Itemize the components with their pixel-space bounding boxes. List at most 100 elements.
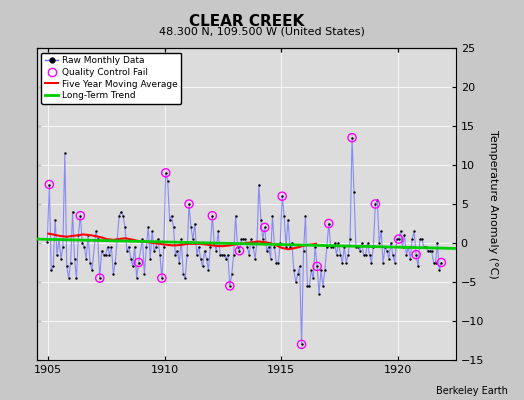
- Point: [387, 240, 395, 246]
- Point: [233, 244, 242, 250]
- Point: [74, 232, 83, 238]
- Point: [105, 252, 114, 258]
- Point: [191, 220, 199, 227]
- Point: [428, 248, 436, 254]
- Point: [257, 216, 265, 223]
- Point: [100, 252, 108, 258]
- Legend: Raw Monthly Data, Quality Control Fail, Five Year Moving Average, Long-Term Tren: Raw Monthly Data, Quality Control Fail, …: [41, 52, 181, 104]
- Point: [371, 201, 379, 207]
- Point: [230, 252, 238, 258]
- Point: [239, 236, 247, 242]
- Point: [69, 209, 77, 215]
- Point: [365, 252, 374, 258]
- Point: [222, 255, 230, 262]
- Point: [362, 252, 370, 258]
- Point: [243, 244, 252, 250]
- Point: [412, 252, 420, 258]
- Point: [210, 240, 219, 246]
- Point: [317, 267, 325, 274]
- Point: [95, 275, 104, 281]
- Point: [226, 283, 234, 289]
- Point: [212, 248, 221, 254]
- Point: [47, 267, 56, 274]
- Point: [160, 244, 168, 250]
- Point: [84, 232, 92, 238]
- Point: [88, 267, 96, 274]
- Point: [363, 240, 372, 246]
- Point: [208, 212, 216, 219]
- Point: [414, 263, 422, 270]
- Point: [130, 244, 139, 250]
- Point: [359, 252, 368, 258]
- Point: [389, 252, 397, 258]
- Point: [237, 236, 246, 242]
- Point: [163, 178, 172, 184]
- Point: [286, 244, 294, 250]
- Point: [431, 259, 440, 266]
- Point: [144, 224, 152, 230]
- Point: [296, 263, 304, 270]
- Point: [263, 248, 271, 254]
- Point: [103, 244, 112, 250]
- Point: [266, 255, 275, 262]
- Point: [109, 271, 117, 278]
- Point: [220, 252, 228, 258]
- Point: [331, 240, 339, 246]
- Point: [301, 212, 310, 219]
- Point: [280, 212, 288, 219]
- Point: [313, 263, 321, 270]
- Point: [404, 244, 412, 250]
- Point: [214, 228, 222, 234]
- Y-axis label: Temperature Anomaly (°C): Temperature Anomaly (°C): [488, 130, 498, 278]
- Point: [161, 170, 170, 176]
- Point: [127, 255, 135, 262]
- Point: [125, 244, 133, 250]
- Point: [206, 244, 214, 250]
- Point: [319, 283, 327, 289]
- Point: [78, 240, 86, 246]
- Point: [357, 240, 366, 246]
- Point: [329, 244, 337, 250]
- Point: [67, 259, 75, 266]
- Point: [183, 252, 191, 258]
- Point: [260, 224, 269, 230]
- Point: [158, 275, 166, 281]
- Point: [303, 283, 312, 289]
- Point: [274, 259, 282, 266]
- Point: [373, 197, 381, 203]
- Point: [146, 255, 155, 262]
- Point: [59, 244, 67, 250]
- Point: [418, 236, 426, 242]
- Point: [332, 252, 341, 258]
- Point: [270, 244, 279, 250]
- Point: [396, 228, 405, 234]
- Point: [412, 252, 420, 258]
- Point: [179, 271, 188, 278]
- Point: [395, 236, 403, 242]
- Point: [235, 248, 244, 254]
- Point: [70, 255, 79, 262]
- Point: [437, 259, 445, 266]
- Point: [57, 255, 65, 262]
- Point: [420, 244, 428, 250]
- Point: [268, 212, 277, 219]
- Point: [45, 181, 53, 188]
- Point: [156, 252, 164, 258]
- Point: [200, 248, 209, 254]
- Point: [260, 224, 269, 230]
- Point: [241, 236, 249, 242]
- Point: [321, 267, 329, 274]
- Point: [76, 212, 84, 219]
- Point: [423, 248, 432, 254]
- Point: [371, 201, 379, 207]
- Point: [235, 248, 244, 254]
- Point: [284, 216, 292, 223]
- Point: [80, 244, 89, 250]
- Point: [185, 201, 193, 207]
- Point: [193, 252, 201, 258]
- Point: [354, 244, 362, 250]
- Point: [208, 212, 216, 219]
- Point: [375, 240, 384, 246]
- Point: [265, 244, 273, 250]
- Text: 48.300 N, 109.500 W (United States): 48.300 N, 109.500 W (United States): [159, 26, 365, 36]
